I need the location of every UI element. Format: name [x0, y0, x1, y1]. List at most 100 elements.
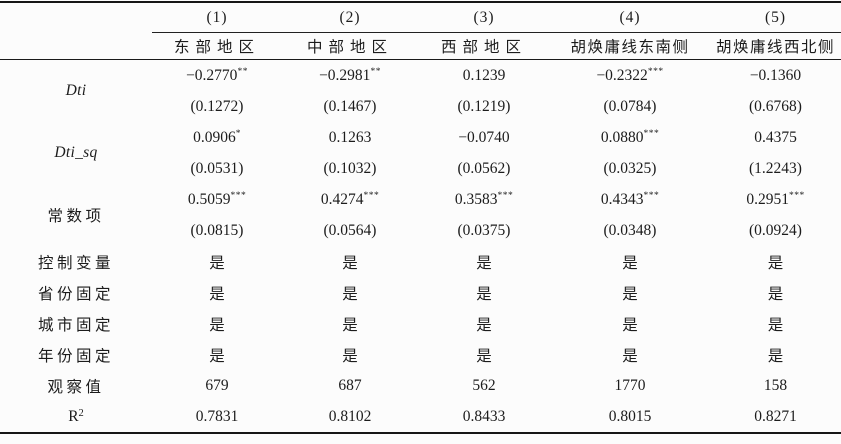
- coef-cell: 0.4274***: [320, 190, 380, 208]
- row-label-dti-sq: Dti_sq: [54, 144, 98, 161]
- header-region-row: 东部地区 中部地区 西部地区 胡焕庸线东南侧 胡焕庸线西北侧: [0, 32, 841, 60]
- significance-stars: ***: [647, 66, 664, 77]
- significance-stars: ***: [363, 190, 380, 201]
- row-label-controls: 控制变量: [37, 254, 114, 272]
- region-header-west: 西部地区: [418, 32, 550, 60]
- row-label-dti: Dti: [65, 82, 87, 99]
- se-cell: (0.0815): [190, 221, 244, 239]
- cell: 0.8102: [328, 407, 372, 425]
- coef-cell: −0.1360: [749, 66, 802, 84]
- cell: 158: [763, 376, 788, 394]
- cell: 0.8433: [462, 407, 506, 425]
- cell: 0.8015: [608, 407, 652, 425]
- significance-stars: ***: [643, 128, 660, 139]
- significance-stars: **: [370, 66, 381, 77]
- cell: 是: [476, 254, 492, 272]
- cell: 是: [342, 347, 358, 365]
- table-row-dtisq-coef: Dti_sq 0.0906* 0.1263 −0.0740 0.0880*** …: [0, 122, 841, 162]
- significance-stars: **: [237, 66, 248, 77]
- coef-cell: 0.4343***: [600, 190, 660, 208]
- header-number-row: (1) (2) (3) (4) (5): [0, 2, 841, 60]
- cell: 是: [767, 316, 784, 334]
- table-row-constant-se: (0.0815) (0.0564) (0.0375) (0.0348) (0.0…: [0, 215, 841, 246]
- cell: 687: [338, 376, 362, 394]
- se-cell: (0.1219): [457, 97, 511, 115]
- table-row-dti-coef: Dti −0.2770** −0.2981** 0.1239 −0.2322**…: [0, 60, 841, 100]
- se-cell: (0.0924): [749, 221, 802, 239]
- coef-cell: 0.3583***: [454, 190, 514, 208]
- significance-stars: *: [235, 128, 241, 139]
- table-row-province-fe: 省份固定 是 是 是 是 是: [0, 277, 841, 308]
- se-cell: (0.0784): [603, 97, 657, 115]
- se-cell: (0.6768): [749, 97, 802, 115]
- se-cell: (1.2243): [749, 159, 802, 177]
- cell: 562: [472, 376, 496, 394]
- se-cell: (0.1032): [323, 159, 377, 177]
- corner-empty-cell: [0, 2, 152, 60]
- coef-cell: −0.0740: [458, 128, 510, 146]
- cell: 是: [767, 347, 784, 365]
- cell: 是: [209, 316, 225, 334]
- row-label-constant: 常数项: [47, 208, 105, 225]
- table-row-city-fe: 城市固定 是 是 是 是 是: [0, 308, 841, 339]
- cell: 是: [767, 254, 784, 272]
- coef-cell: −0.2981**: [319, 66, 381, 84]
- table-row-observations: 观察值 679 687 562 1770 158: [0, 370, 841, 401]
- cell: 是: [767, 285, 784, 303]
- row-label-observations: 观察值: [47, 378, 105, 396]
- se-cell: (0.0325): [603, 159, 657, 177]
- cell: 是: [342, 254, 358, 272]
- se-cell: (0.0562): [457, 159, 511, 177]
- coef-cell: 0.2951***: [746, 190, 805, 208]
- se-cell: (0.0348): [603, 221, 657, 239]
- se-cell: (0.1272): [190, 97, 244, 115]
- cell: 是: [209, 347, 225, 365]
- cell: 是: [476, 285, 492, 303]
- table-row-controls: 控制变量 是 是 是 是 是: [0, 246, 841, 277]
- se-cell: (0.1467): [323, 97, 377, 115]
- row-label-r-squared: R2: [68, 407, 84, 425]
- table-row-r-squared: R2 0.7831 0.8102 0.8433 0.8015 0.8271: [0, 401, 841, 433]
- cell: 是: [342, 316, 358, 334]
- se-cell: (0.0564): [323, 221, 377, 239]
- cell: 是: [622, 347, 638, 365]
- cell: 是: [342, 285, 358, 303]
- table-row-year-fe: 年份固定 是 是 是 是 是: [0, 339, 841, 370]
- coef-cell: −0.2322***: [596, 66, 664, 84]
- row-label-province-fe: 省份固定: [37, 285, 114, 303]
- coef-cell: 0.0906*: [193, 128, 241, 146]
- col-header-2: (2): [282, 2, 418, 33]
- row-label-city-fe: 城市固定: [37, 316, 114, 334]
- row-label-year-fe: 年份固定: [37, 347, 114, 365]
- cell: 0.7831: [195, 407, 239, 425]
- region-header-east: 东部地区: [152, 32, 282, 60]
- coef-cell: 0.0880***: [600, 128, 660, 146]
- regression-results-table: (1) (2) (3) (4) (5) 东部地区 中部地区 西部地区 胡焕庸线东…: [0, 1, 841, 434]
- significance-stars: ***: [497, 190, 514, 201]
- significance-stars: ***: [643, 190, 660, 201]
- table-row-dtisq-se: (0.0531) (0.1032) (0.0562) (0.0325) (1.2…: [0, 153, 841, 184]
- r-squared-exponent: 2: [78, 407, 84, 419]
- se-cell: (0.0531): [190, 159, 244, 177]
- coef-cell: 0.1263: [328, 128, 372, 146]
- cell: 是: [476, 316, 492, 334]
- col-header-4: (4): [550, 2, 710, 33]
- region-header-hu-line-northwest: 胡焕庸线西北侧: [710, 32, 841, 60]
- col-header-3: (3): [418, 2, 550, 33]
- cell: 是: [622, 316, 638, 334]
- cell: 1770: [614, 376, 646, 394]
- se-cell: (0.0375): [457, 221, 511, 239]
- significance-stars: ***: [230, 190, 247, 201]
- region-header-hu-line-southeast: 胡焕庸线东南侧: [550, 32, 710, 60]
- significance-stars: ***: [788, 190, 805, 201]
- cell: 0.8271: [754, 407, 797, 425]
- table-row-dti-se: (0.1272) (0.1467) (0.1219) (0.0784) (0.6…: [0, 91, 841, 122]
- coef-cell: 0.4375: [754, 128, 797, 146]
- cell: 679: [205, 376, 229, 394]
- region-header-central: 中部地区: [282, 32, 418, 60]
- cell: 是: [622, 254, 638, 272]
- table-row-constant-coef: 常数项 0.5059*** 0.4274*** 0.3583*** 0.4343…: [0, 184, 841, 226]
- col-header-1: (1): [152, 2, 282, 33]
- col-header-5: (5): [710, 2, 841, 33]
- coef-cell: 0.5059***: [187, 190, 247, 208]
